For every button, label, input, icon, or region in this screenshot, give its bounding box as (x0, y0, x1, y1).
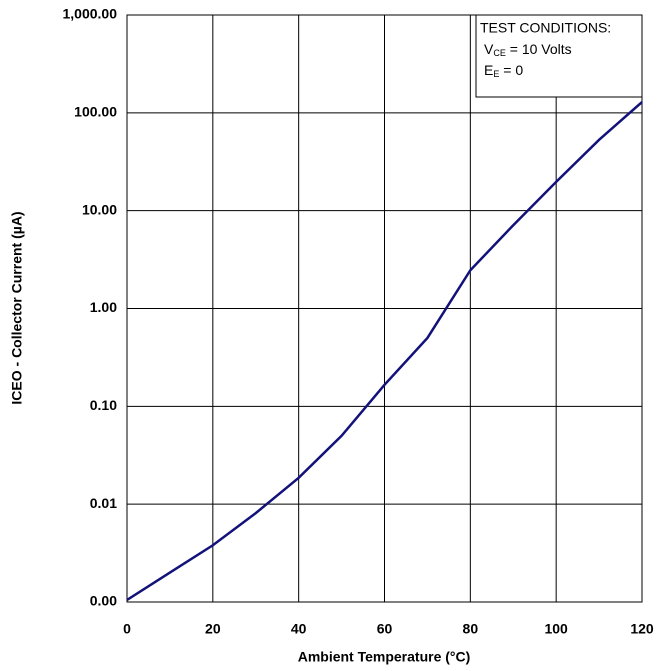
y-tick-label: 10.00 (82, 201, 117, 217)
annotation-sub: CE (493, 48, 506, 58)
x-tick-label: 60 (377, 621, 393, 637)
x-tick-label: 100 (544, 621, 568, 637)
y-tick-label: 0.00 (90, 593, 117, 609)
annotation-line: VCE = 10 Volts (484, 41, 572, 59)
y-tick-label: 1.00 (90, 299, 117, 315)
annotation-box (475, 14, 643, 98)
annotation-rest: = 10 Volts (506, 41, 572, 57)
y-tick-label: 0.10 (90, 397, 117, 413)
x-tick-label: 80 (463, 621, 479, 637)
y-tick-label: 100.00 (74, 104, 117, 120)
plot-border (126, 14, 643, 603)
annotation-sub: E (493, 69, 499, 79)
annotation-rest: = 0 (499, 62, 523, 78)
x-tick-label: 0 (123, 621, 131, 637)
y-tick-label: 0.01 (90, 495, 117, 511)
y-tick-label: 1,000.00 (63, 6, 118, 22)
data-line (126, 101, 643, 601)
x-tick-label: 120 (630, 621, 654, 637)
x-tick-label: 20 (205, 621, 221, 637)
y-axis-label: ICEO - Collector Current (µA) (9, 211, 25, 404)
annotation-title: TEST CONDITIONS: (480, 20, 611, 36)
x-tick-label: 40 (291, 621, 307, 637)
x-axis-label: Ambient Temperature (°C) (298, 649, 471, 665)
annotation-text: E (484, 62, 493, 78)
annotation-text: V (484, 41, 494, 57)
annotation-line: EE = 0 (484, 62, 523, 80)
